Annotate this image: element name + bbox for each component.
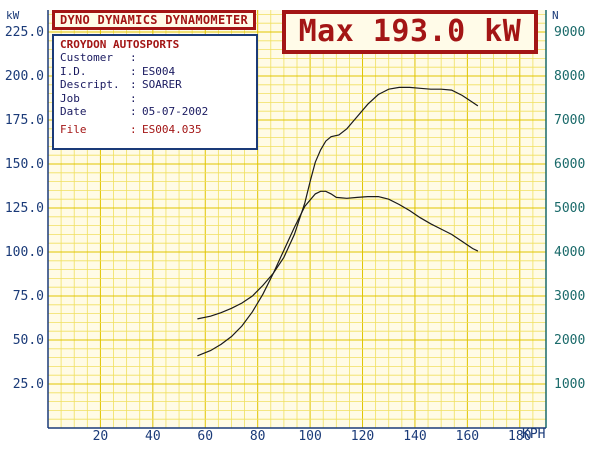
tick-labels: 25.0 50.0 75.0 100.0 125.0 150.0 175.0 200.0 225…	[5, 25, 585, 444]
info-label: Descript.	[60, 78, 120, 91]
y2-tick-label: 7000	[554, 113, 585, 128]
y-tick-label: 200.0	[5, 69, 44, 84]
y-tick-label: 50.0	[13, 333, 44, 348]
y-tick-label: 150.0	[5, 157, 44, 172]
info-value: ES004	[142, 64, 176, 78]
run-info-panel: CROYDON AUTOSPORTS Customer: I.D.: ES004 …	[52, 34, 258, 150]
info-colon: :	[130, 64, 137, 78]
info-label: Job	[60, 91, 80, 105]
y2-tick-label: 4000	[554, 245, 585, 260]
x-tick-label: 180	[508, 429, 531, 444]
x-tick-label: 100	[298, 429, 321, 444]
info-row-description: Descript.: SOARER	[60, 78, 250, 92]
y2-tick-label: 5000	[554, 201, 585, 216]
axes	[47, 10, 547, 429]
y2-tick-label: 8000	[554, 69, 585, 84]
info-colon: :	[130, 122, 137, 136]
grid	[47, 10, 547, 429]
info-row-id: I.D.: ES004	[60, 65, 250, 79]
info-row-date: Date:05-07-2002	[60, 105, 250, 119]
y-tick-label: 175.0	[5, 113, 44, 128]
x-tick-label: 80	[250, 429, 266, 444]
dyno-title-banner: DYNO DYNAMICS DYNAMOMETER	[52, 10, 256, 30]
x-tick-label: 20	[93, 429, 109, 444]
x-tick-label: 120	[351, 429, 374, 444]
y2-tick-label: 3000	[554, 289, 585, 304]
series-line-2	[197, 190, 479, 357]
info-colon: :	[130, 91, 137, 105]
y2-axis-unit-label: N	[552, 9, 559, 22]
x-tick-label: 160	[456, 429, 479, 444]
x-tick-label: 140	[403, 429, 426, 444]
y-axis-unit-label: kW	[6, 9, 20, 22]
info-colon: :	[130, 51, 137, 64]
x-tick-label: 60	[197, 429, 213, 444]
info-label: Date	[60, 105, 87, 118]
y-tick-label: 75.0	[13, 289, 44, 304]
info-colon: :	[130, 78, 137, 91]
y-tick-label: 25.0	[13, 377, 44, 392]
info-colon: :	[130, 105, 137, 118]
company-name: CROYDON AUTOSPORTS	[60, 38, 180, 51]
info-row-file: File: ES004.035	[60, 123, 250, 137]
y-tick-label: 100.0	[5, 245, 44, 260]
info-value: 05-07-2002	[142, 105, 209, 118]
max-power-readout: Max 193.0 kW	[282, 10, 538, 54]
info-row-job: Job:	[60, 92, 250, 106]
series-line-1	[197, 86, 479, 320]
info-value: SOARER	[142, 78, 182, 91]
info-label: Customer	[60, 51, 113, 64]
y-tick-label: 225.0	[5, 25, 44, 40]
file-label: File	[60, 122, 87, 136]
series-layer	[197, 86, 479, 357]
y2-tick-label: 2000	[554, 333, 585, 348]
y2-tick-label: 1000	[554, 377, 585, 392]
file-value: ES004.035	[142, 122, 202, 136]
info-label: I.D.	[60, 64, 87, 78]
y2-tick-label: 6000	[554, 157, 585, 172]
x-tick-label: 40	[145, 429, 161, 444]
x-axis-unit-label: KPH	[522, 427, 545, 442]
info-row-customer: Customer:	[60, 51, 250, 65]
y-tick-label: 125.0	[5, 201, 44, 216]
y2-tick-label: 9000	[554, 25, 585, 40]
